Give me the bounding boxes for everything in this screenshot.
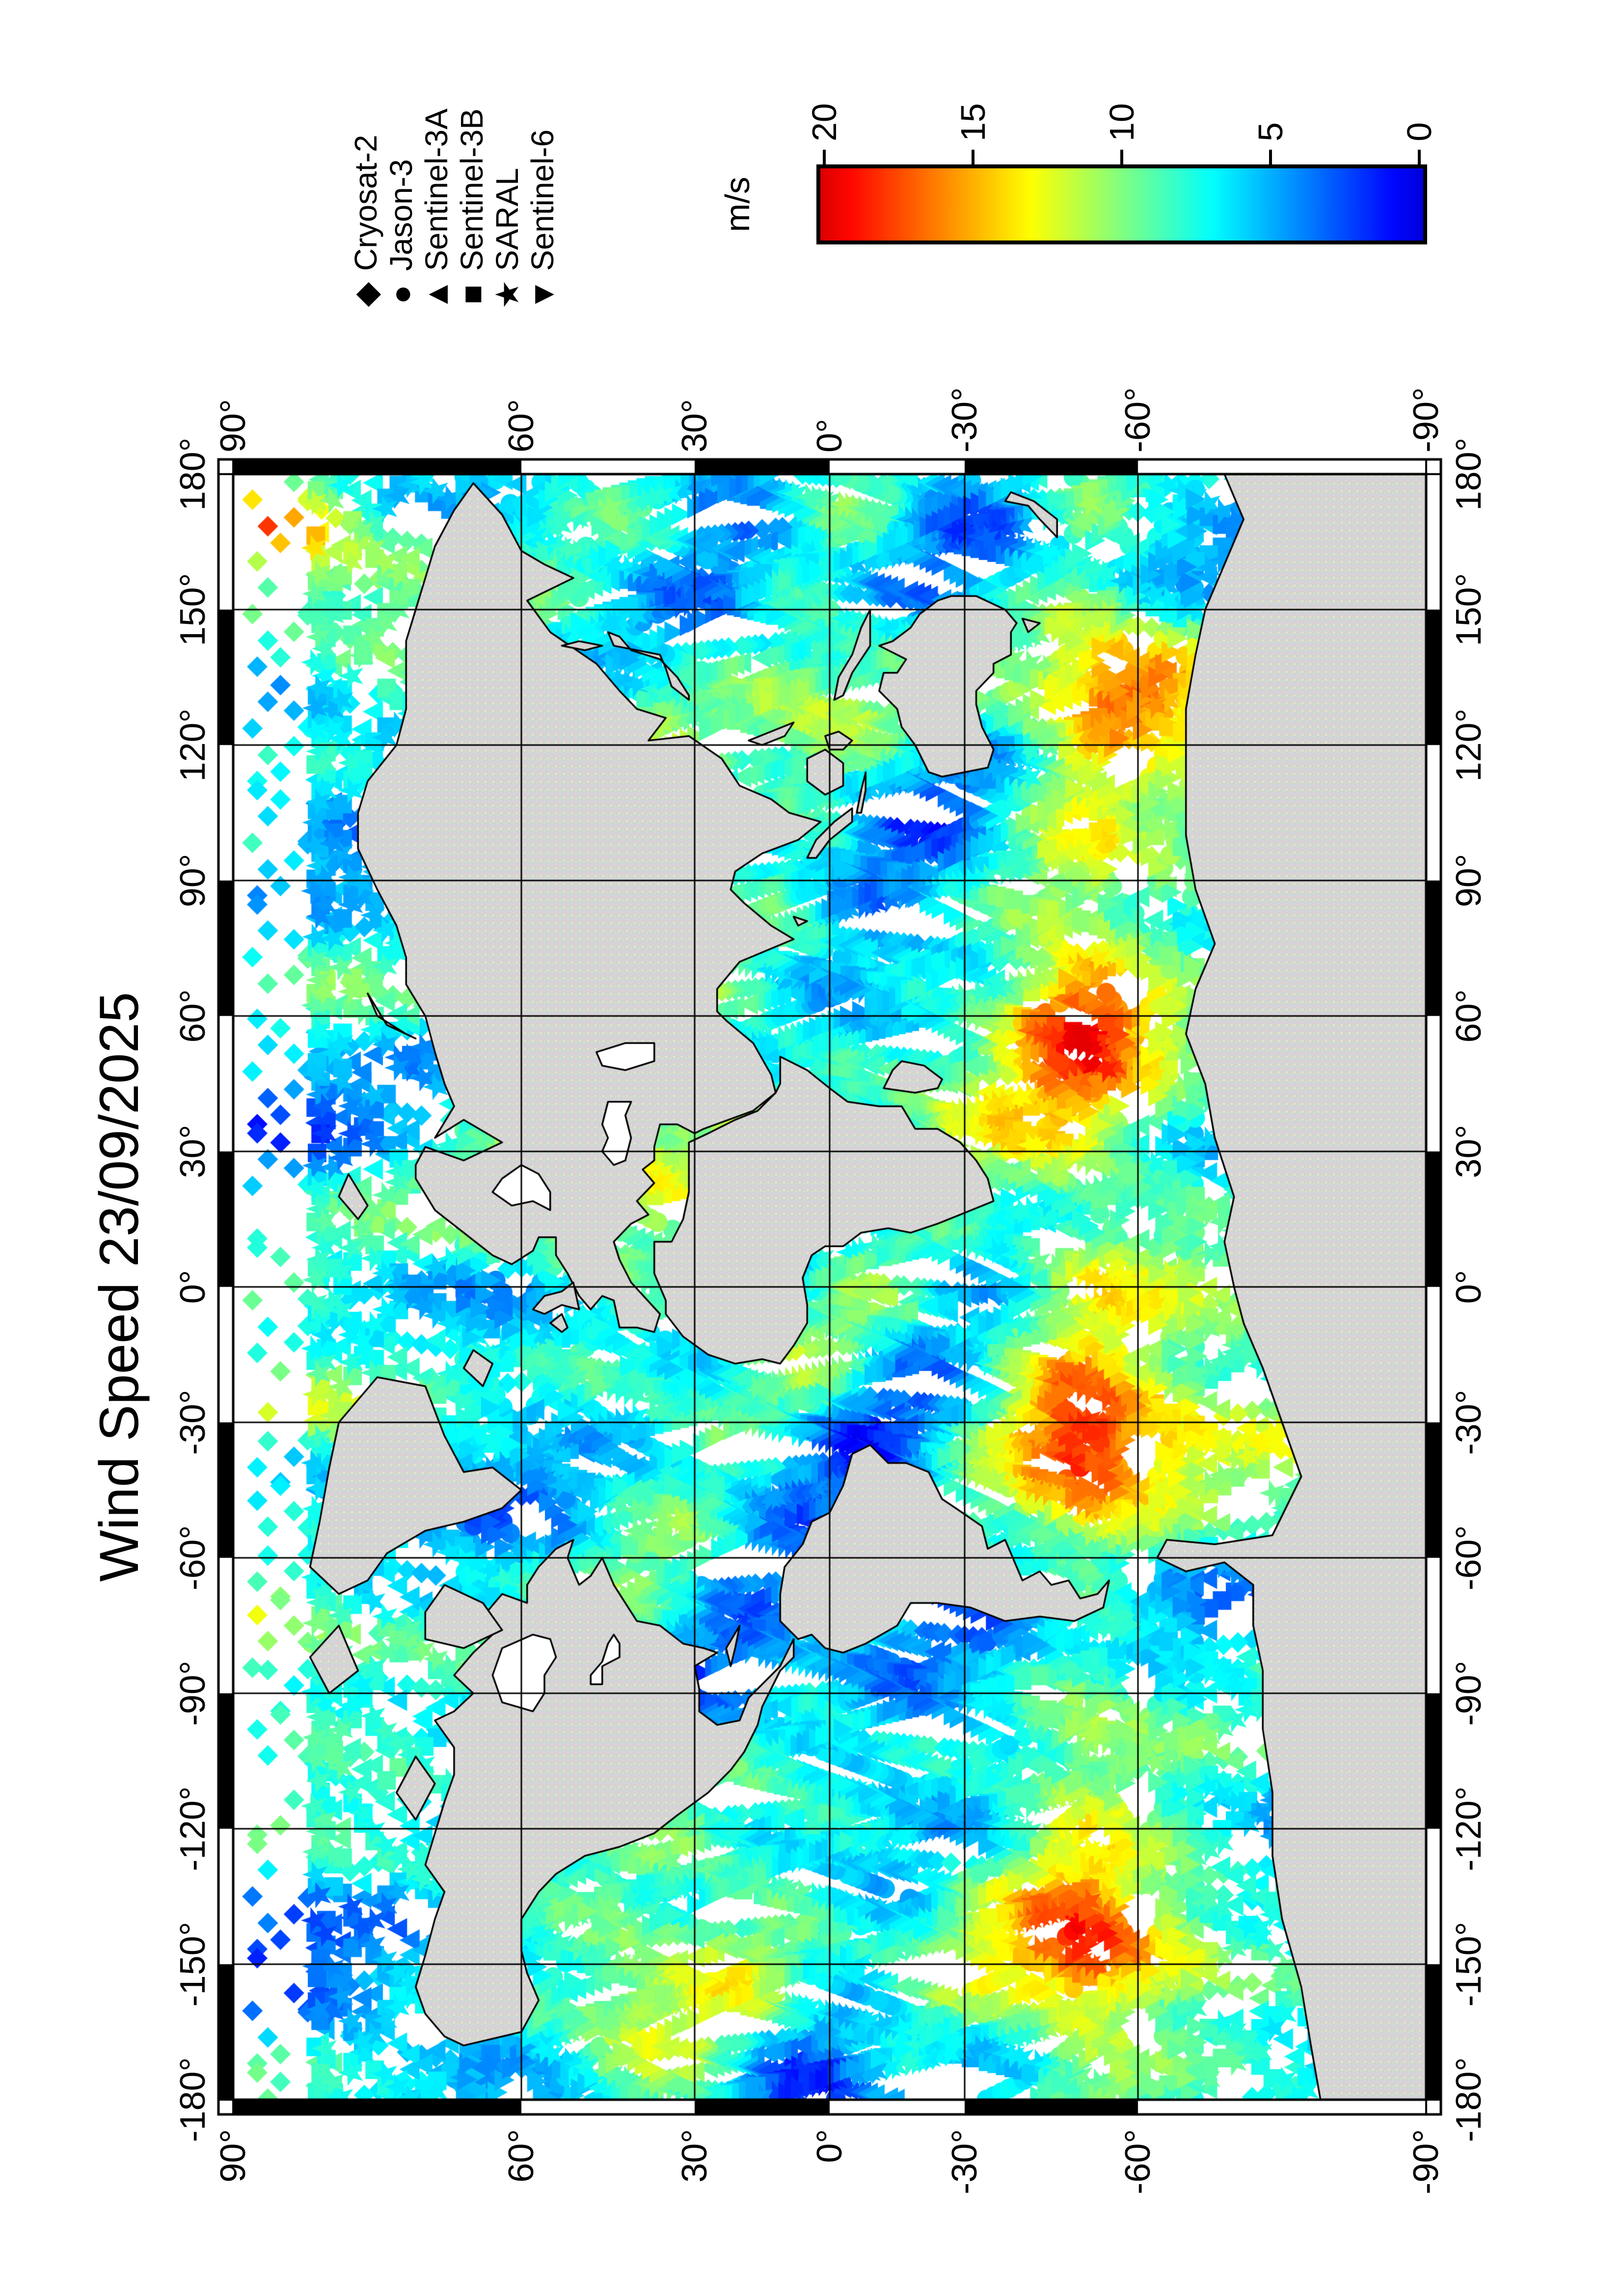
square-icon: ■: [454, 285, 490, 304]
lon-tick-label-bottom: -180°: [1449, 2057, 1488, 2142]
lat-tick-label-right: -30°: [945, 387, 984, 453]
lon-tick-label-bottom: 120°: [1449, 708, 1488, 782]
colorbar-tick: [972, 150, 974, 164]
lon-tick-label-bottom: 90°: [1449, 854, 1488, 908]
lon-tick-label-bottom: -150°: [1449, 1922, 1488, 2007]
lon-tick-label-bottom: 0°: [1449, 1270, 1488, 1304]
lat-tick-label-left: 90°: [214, 2129, 253, 2183]
lon-tick-label-bottom: 30°: [1449, 1124, 1488, 1178]
lon-tick-label-top: 0°: [173, 1270, 213, 1304]
circle-icon: ●: [383, 285, 419, 304]
legend-label: Sentinel-3B: [454, 108, 489, 271]
legend-item-jason-3: ● Jason-3: [381, 159, 421, 318]
lat-tick-label-right: -90°: [1407, 387, 1446, 453]
legend-label: SARAL: [489, 168, 525, 271]
lon-tick-label-top: 30°: [173, 1124, 213, 1178]
legend-item-sentinel-3b: ■ Sentinel-3B: [452, 108, 491, 318]
colorbar-gradient: [816, 164, 1427, 244]
page-title: Wind Speed 23/09/2025: [88, 992, 150, 1582]
lon-tick-label-top: 90°: [173, 854, 213, 908]
lon-tick-label-bottom: -60°: [1449, 1525, 1488, 1591]
lat-tick-label-right: 0°: [810, 419, 849, 453]
legend-item-saral: ★ SARAL: [487, 168, 527, 318]
colorbar-tick: [823, 150, 826, 164]
lat-tick-label-left: 30°: [675, 2129, 714, 2183]
lon-tick-label-top: 120°: [173, 708, 213, 782]
colorbar-tick-label: 15: [954, 103, 992, 141]
colorbar-tick: [1269, 150, 1272, 164]
lat-tick-label-left: 60°: [502, 2129, 541, 2183]
lon-tick-label-bottom: -90°: [1449, 1660, 1488, 1726]
lat-tick-label-left: -90°: [1407, 2129, 1446, 2194]
colorbar-tick-label: 5: [1251, 122, 1290, 141]
lon-tick-label-bottom: 60°: [1449, 989, 1488, 1043]
lat-tick-label-left: -60°: [1118, 2129, 1158, 2194]
legend-label: Sentinel-6: [525, 129, 560, 271]
legend-label: Cryosat-2: [348, 134, 383, 271]
colorbar-tick: [1120, 150, 1123, 164]
colorbar-tick-label: 10: [1103, 103, 1141, 141]
colorbar-tick-label: 0: [1400, 122, 1438, 141]
diamond-icon: ◆: [348, 282, 384, 307]
lat-tick-label-right: 30°: [675, 399, 714, 453]
lon-tick-label-top: 150°: [173, 573, 213, 646]
lon-tick-label-bottom: -120°: [1449, 1786, 1488, 1871]
lon-tick-label-top: -30°: [173, 1389, 213, 1455]
lat-tick-label-right: 90°: [214, 399, 253, 453]
lon-tick-label-top: -180°: [173, 2057, 213, 2142]
lon-tick-label-top: -90°: [173, 1660, 213, 1726]
triangle-left-icon: ▲: [418, 278, 455, 311]
lat-tick-label-left: -30°: [945, 2129, 984, 2194]
lon-tick-label-bottom: 180°: [1449, 437, 1488, 511]
legend-item-sentinel-6: ▼ Sentinel-6: [523, 130, 562, 318]
lat-tick-label-left: 0°: [810, 2129, 849, 2163]
lon-tick-label-top: -150°: [173, 1922, 213, 2007]
lon-tick-label-top: -60°: [173, 1525, 213, 1591]
lon-tick-label-top: 180°: [173, 437, 213, 511]
legend-item-cryosat-2: ◆ Cryosat-2: [346, 135, 385, 318]
lon-tick-label-top: -120°: [173, 1786, 213, 1871]
lon-tick-label-bottom: 150°: [1449, 573, 1488, 646]
legend-item-sentinel-3a: ▲ Sentinel-3A: [417, 108, 456, 318]
legend-label: Jason-3: [383, 159, 419, 271]
colorbar-unit-label: m/s: [718, 177, 757, 232]
lon-tick-label-top: 60°: [173, 989, 213, 1043]
lat-tick-label-right: -60°: [1118, 387, 1158, 453]
lat-tick-label-right: 60°: [502, 399, 541, 453]
colorbar-tick-label: 20: [805, 103, 843, 141]
colorbar-tick: [1418, 150, 1421, 164]
legend-label: Sentinel-3A: [419, 108, 454, 271]
lon-tick-label-bottom: -30°: [1449, 1389, 1488, 1455]
